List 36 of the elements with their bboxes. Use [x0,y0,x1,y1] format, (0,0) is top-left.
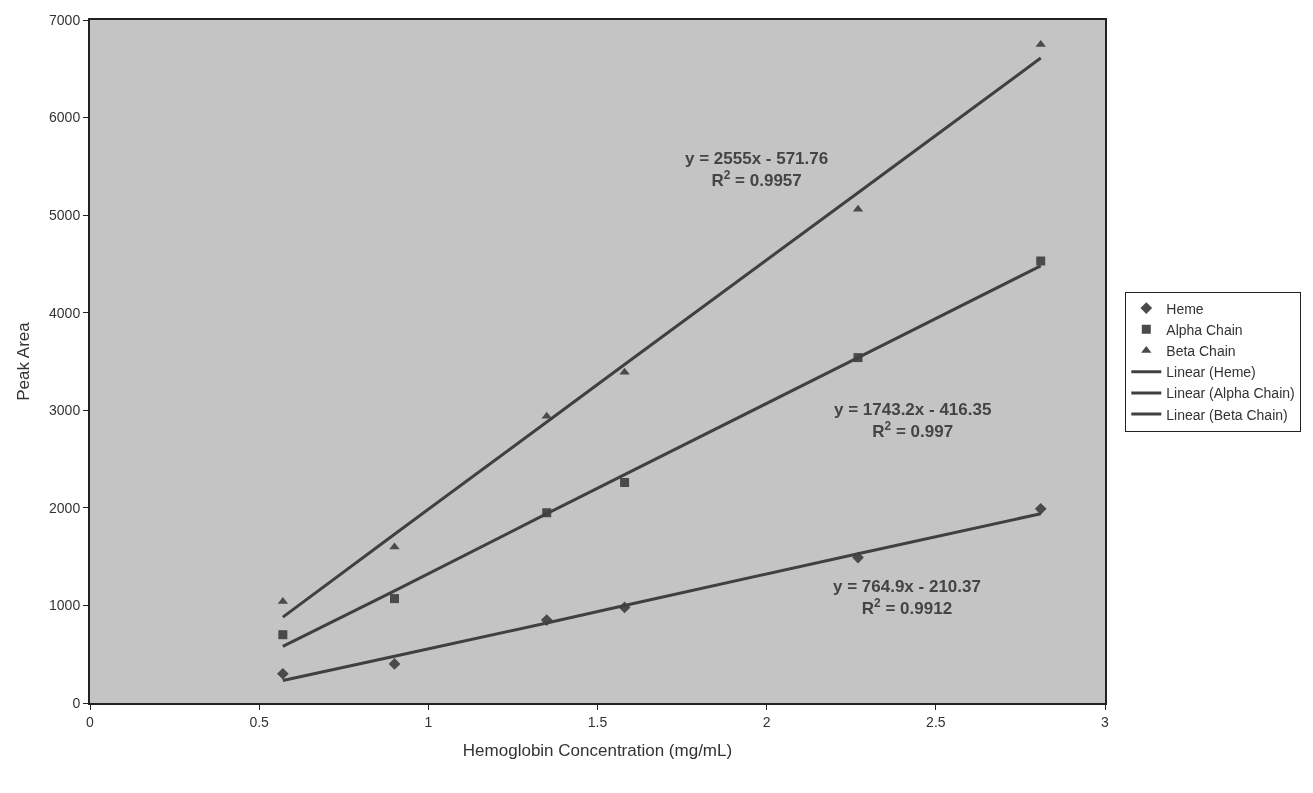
annotation: y = 2555x - 571.76 R$^{2}$ = 0.9957 [685,149,829,191]
y-tick-label: 4000 [49,304,81,321]
annotation: y = 764.9x - 210.37 R$^{2}$ = 0.9912 [833,577,981,619]
y-tick-label: 2000 [49,499,81,516]
x-tick-label: 2 [762,713,771,730]
x-tick-label: 0.5 [249,713,270,730]
legend-label: Linear (Beta Chain) [1166,406,1288,423]
point [1035,39,1046,47]
x-axis-title: Hemoglobin Concentration (mg/mL) [462,740,733,760]
y-tick-label: 0 [72,694,81,711]
x-tick-label: 3 [1101,713,1110,730]
annotation: y = 1743.2x - 416.35 R$^{2}$ = 0.997 [834,400,992,442]
x-tick-label: 0 [86,713,95,730]
y-tick-label: 7000 [49,11,81,28]
y-tick-label: 5000 [49,207,81,224]
x-tick-label: 1 [424,713,433,730]
point [389,542,400,550]
line-series [281,56,1043,619]
point [1034,502,1047,515]
point [277,667,289,680]
x-tick-label: 1.5 [587,713,608,730]
point [390,594,399,604]
point [388,658,401,670]
legend-label: Linear (Heme) [1166,364,1256,381]
legend-label: Heme [1166,300,1204,317]
point [1036,256,1046,266]
y-axis-title: Peak Area [14,321,34,401]
y-tick-label: 1000 [49,597,81,614]
legend-label: Linear (Alpha Chain) [1166,385,1295,402]
legend-label: Alpha Chain [1166,321,1243,338]
y-tick-label: 3000 [49,402,81,419]
legend-label: Beta Chain [1166,342,1236,359]
point [620,477,630,487]
y-tick-label: 6000 [49,109,81,126]
point [278,630,288,640]
x-tick-label: 2.5 [926,713,946,730]
